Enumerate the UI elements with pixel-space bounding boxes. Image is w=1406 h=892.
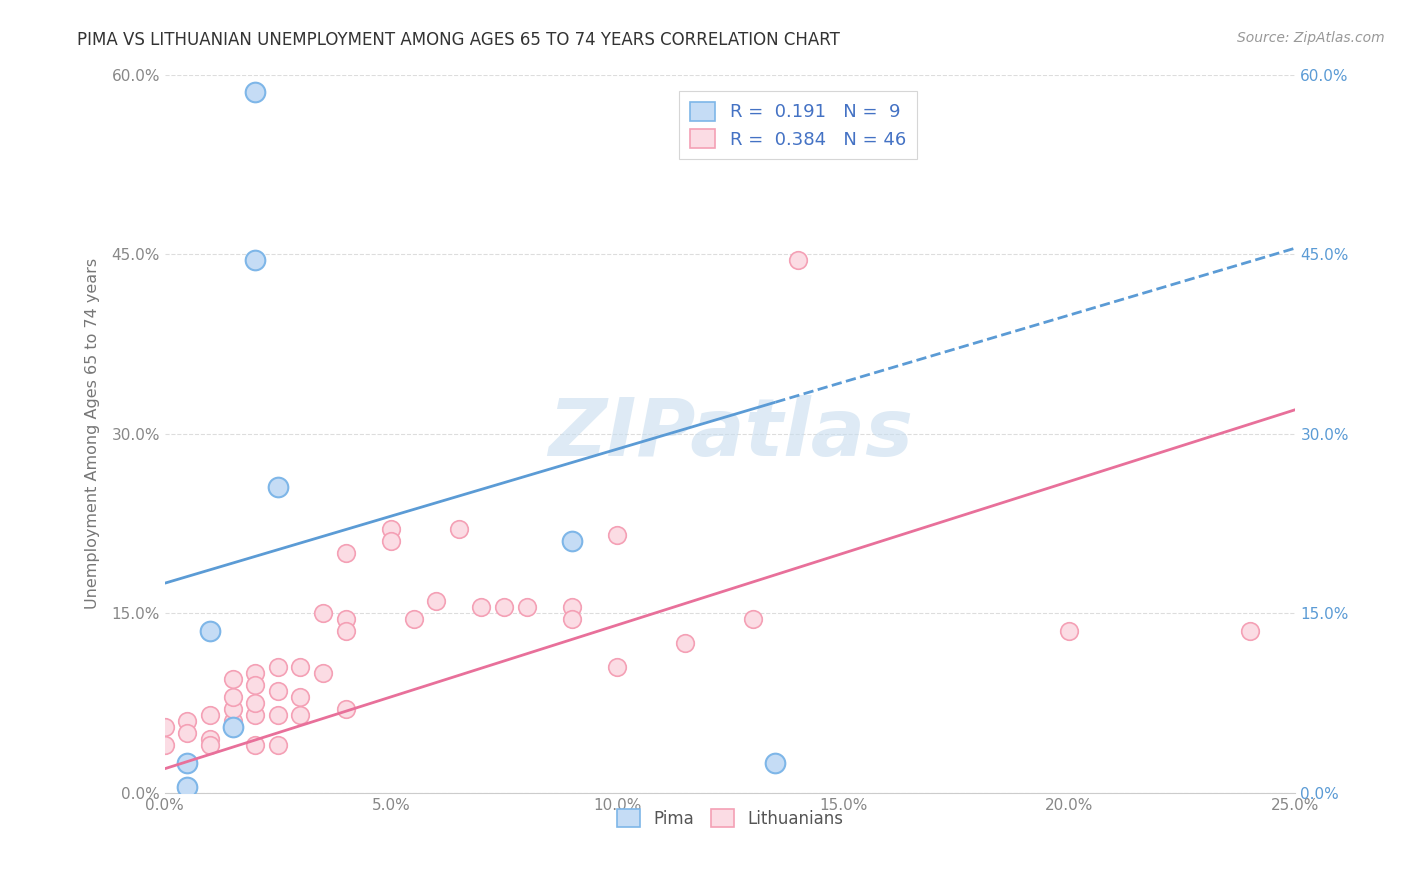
Point: [561, 534, 583, 549]
Text: ZIPatlas: ZIPatlas: [547, 394, 912, 473]
Point: [245, 253, 267, 268]
Point: [290, 690, 312, 704]
Text: Source: ZipAtlas.com: Source: ZipAtlas.com: [1237, 31, 1385, 45]
Point: [787, 253, 810, 268]
Point: [492, 600, 515, 615]
Point: [221, 714, 243, 728]
Point: [153, 738, 176, 752]
Point: [606, 528, 628, 542]
Point: [447, 522, 470, 536]
Point: [267, 684, 290, 698]
Point: [312, 665, 335, 680]
Point: [245, 707, 267, 722]
Point: [561, 612, 583, 626]
Point: [561, 600, 583, 615]
Point: [176, 756, 198, 770]
Point: [402, 612, 425, 626]
Point: [1059, 624, 1081, 638]
Point: [221, 702, 243, 716]
Point: [267, 738, 290, 752]
Point: [245, 678, 267, 692]
Point: [245, 86, 267, 100]
Point: [267, 660, 290, 674]
Point: [673, 636, 696, 650]
Text: PIMA VS LITHUANIAN UNEMPLOYMENT AMONG AGES 65 TO 74 YEARS CORRELATION CHART: PIMA VS LITHUANIAN UNEMPLOYMENT AMONG AG…: [77, 31, 841, 49]
Point: [470, 600, 492, 615]
Point: [221, 720, 243, 734]
Legend: Pima, Lithuanians: Pima, Lithuanians: [610, 803, 851, 835]
Point: [153, 720, 176, 734]
Point: [1239, 624, 1261, 638]
Point: [267, 480, 290, 494]
Point: [425, 594, 447, 608]
Point: [245, 696, 267, 710]
Point: [335, 624, 357, 638]
Point: [290, 660, 312, 674]
Point: [245, 665, 267, 680]
Point: [335, 612, 357, 626]
Point: [176, 780, 198, 794]
Point: [221, 672, 243, 686]
Point: [198, 731, 221, 746]
Point: [176, 714, 198, 728]
Point: [380, 522, 402, 536]
Point: [245, 738, 267, 752]
Point: [335, 702, 357, 716]
Point: [312, 606, 335, 620]
Point: [380, 534, 402, 549]
Point: [606, 660, 628, 674]
Point: [516, 600, 538, 615]
Point: [290, 707, 312, 722]
Point: [763, 756, 786, 770]
Point: [198, 738, 221, 752]
Point: [741, 612, 763, 626]
Point: [198, 624, 221, 638]
Y-axis label: Unemployment Among Ages 65 to 74 years: Unemployment Among Ages 65 to 74 years: [86, 258, 100, 609]
Point: [198, 707, 221, 722]
Point: [176, 726, 198, 740]
Point: [221, 690, 243, 704]
Point: [267, 707, 290, 722]
Point: [335, 546, 357, 560]
